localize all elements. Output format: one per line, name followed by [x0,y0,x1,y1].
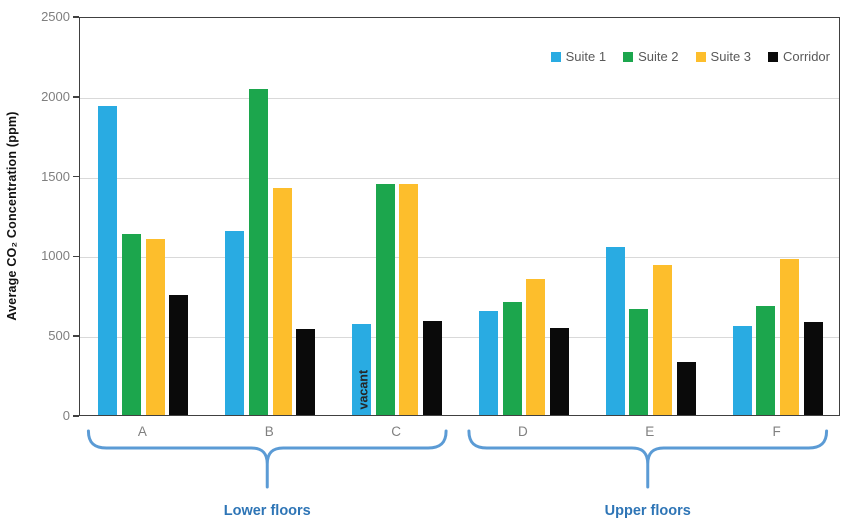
bar-suite-3-D [526,279,546,415]
legend: Suite 1 Suite 2 Suite 3 Corridor [550,49,830,64]
plot-area [79,17,840,416]
y-axis-title: Average CO₂ Concentration (ppm) [5,111,19,321]
bar-suite-1-D [478,311,498,415]
y-tick-mark [73,415,79,417]
legend-swatch-icon [550,51,561,62]
bar-suite-3-F [779,258,799,415]
bar-suite-2-D [502,301,522,415]
bar-suite-2-B [248,89,268,415]
y-tick-label: 500 [48,328,70,344]
x-category-label: F [772,424,781,439]
bar-suite-1-C [352,324,372,415]
bar-suite-1-A [98,106,118,415]
bar-corridor-D [549,328,569,415]
bar-suite-3-B [272,187,292,415]
bar-corridor-E [676,362,696,415]
gridline [80,97,839,99]
bar-suite-2-E [629,308,649,415]
legend-swatch-icon [623,51,634,62]
bar-suite-1-F [732,325,752,415]
x-category-label: C [391,424,401,439]
legend-item-corridor: Corridor [768,49,830,64]
legend-item-suite-1: Suite 1 [550,49,607,64]
legend-label: Suite 1 [565,49,607,64]
x-category-label: A [137,424,147,439]
gridline [80,337,839,339]
bar-corridor-F [803,321,823,415]
bar-suite-3-E [653,264,673,415]
x-category-label: D [518,424,528,439]
bar-corridor-B [296,328,316,415]
legend-label: Suite 2 [638,49,679,64]
brace-icon-lower-floors [86,429,448,489]
group-label-lower-floors: Lower floors [223,503,311,519]
bar-corridor-A [169,294,189,415]
bar-suite-1-B [225,230,245,415]
legend-label: Corridor [783,49,830,64]
y-tick-mark [73,96,79,98]
bar-suite-2-F [756,305,776,415]
y-tick-label: 0 [62,408,70,423]
x-category-label: E [645,424,655,439]
y-tick-label: 2500 [41,9,70,24]
legend-swatch-icon [768,51,779,62]
legend-label: Suite 3 [710,49,752,64]
legend-item-suite-2: Suite 2 [623,49,679,64]
y-tick-mark [73,255,79,258]
gridline [80,257,839,259]
y-tick-mark [73,335,79,337]
bar-suite-3-A [145,238,165,415]
bar-corridor-C [423,320,443,415]
y-tick-mark [73,175,79,178]
bar-suite-1-E [605,246,625,415]
bar-suite-2-C [375,184,395,415]
y-tick-mark [73,16,79,18]
legend-item-suite-3: Suite 3 [695,49,752,64]
brace-icon-upper-floors [467,429,829,489]
y-tick-label: 2000 [41,88,70,104]
group-label-upper-floors: Upper floors [604,503,691,519]
x-category-label: B [264,424,274,439]
bar-suite-2-A [122,233,142,415]
bar-suite-3-C [399,184,419,415]
y-tick-label: 1000 [41,248,70,264]
legend-swatch-icon [695,51,706,62]
gridline [80,177,839,179]
y-tick-label: 1500 [41,168,70,184]
vacant-annotation: vacant [356,369,371,409]
